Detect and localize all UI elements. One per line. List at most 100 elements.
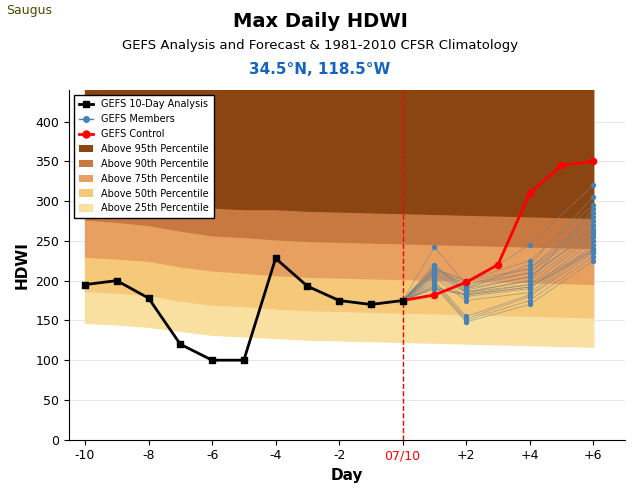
Point [525,283,535,291]
Point [588,217,598,225]
Point [525,241,535,249]
Point [525,300,535,308]
Point [397,296,408,304]
Point [397,296,408,304]
Point [429,274,440,282]
Point [366,300,376,308]
Point [588,209,598,217]
Point [461,291,471,299]
Point [588,221,598,229]
Point [461,280,471,288]
Point [111,276,122,284]
Point [461,276,471,284]
Point [397,296,408,304]
Point [429,265,440,273]
Point [429,261,440,269]
Point [588,213,598,221]
Point [429,270,440,278]
Point [588,181,598,189]
Point [461,290,471,298]
Point [429,283,440,291]
Legend: GEFS 10-Day Analysis, GEFS Members, GEFS Control, Above 95th Percentile, Above 9: GEFS 10-Day Analysis, GEFS Members, GEFS… [74,95,214,218]
Point [429,269,440,277]
Point [461,291,471,299]
Point [429,291,440,299]
Point [588,231,598,239]
Point [429,271,440,279]
Point [397,296,408,304]
Point [397,296,408,304]
Point [397,296,408,304]
Point [461,312,471,320]
Point [588,245,598,253]
Point [143,294,154,302]
Point [461,288,471,296]
Text: 34.5°N, 118.5°W: 34.5°N, 118.5°W [250,62,390,77]
Point [525,273,535,281]
Point [461,283,471,291]
Point [461,280,471,288]
Point [525,273,535,281]
Point [588,157,598,165]
X-axis label: Day: Day [331,468,364,483]
Point [397,296,408,304]
Point [461,316,471,324]
Point [80,280,90,288]
Point [525,189,535,197]
Point [429,278,440,286]
Point [461,292,471,300]
Point [429,282,440,290]
Point [461,284,471,292]
Point [588,257,598,265]
Point [525,269,535,277]
Point [397,296,408,304]
Point [429,262,440,270]
Point [525,288,535,296]
Point [461,284,471,292]
Point [461,288,471,296]
Point [525,296,535,304]
Point [175,340,186,348]
Point [461,280,471,288]
Point [271,254,281,262]
Point [239,356,249,364]
Point [429,273,440,281]
Point [429,269,440,277]
Point [525,291,535,299]
Point [429,243,440,251]
Point [588,253,598,261]
Point [397,296,408,304]
Point [461,288,471,296]
Point [302,282,312,290]
Point [397,296,408,304]
Point [588,248,598,256]
Point [588,201,598,209]
Point [588,247,598,254]
Point [429,284,440,292]
Point [525,276,535,284]
Point [588,245,598,253]
Point [588,193,598,201]
Point [588,233,598,241]
Point [493,261,503,269]
Point [525,257,535,265]
Point [429,284,440,292]
Point [334,296,344,304]
Point [397,296,408,304]
Text: Saugus: Saugus [6,4,52,17]
Point [429,265,440,273]
Point [588,227,598,235]
Point [207,356,217,364]
Point [397,296,408,304]
Point [461,286,471,294]
Point [525,265,535,273]
Point [461,315,471,323]
Point [525,265,535,273]
Point [397,296,408,304]
Point [461,276,471,284]
Point [397,296,408,304]
Point [525,283,535,291]
Point [461,278,471,286]
Text: GEFS Analysis and Forecast & 1981-2010 CFSR Climatology: GEFS Analysis and Forecast & 1981-2010 C… [122,39,518,52]
Point [556,161,566,169]
